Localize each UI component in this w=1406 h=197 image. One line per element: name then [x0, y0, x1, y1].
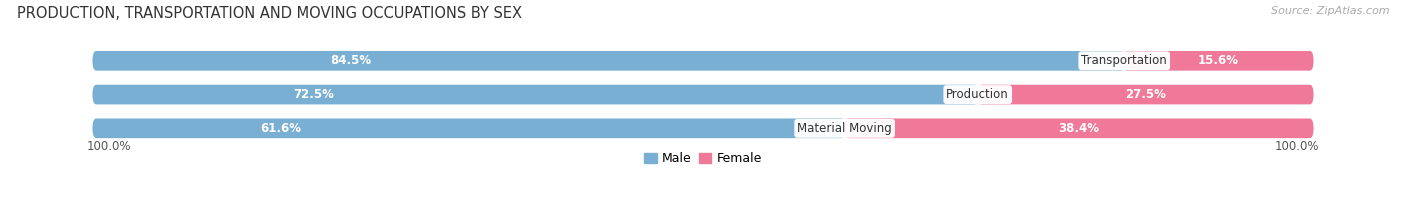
FancyBboxPatch shape	[93, 85, 1313, 104]
Text: 100.0%: 100.0%	[86, 140, 131, 153]
Text: 84.5%: 84.5%	[330, 54, 371, 67]
FancyBboxPatch shape	[845, 119, 1313, 138]
FancyBboxPatch shape	[93, 85, 977, 104]
FancyBboxPatch shape	[93, 51, 1313, 71]
Text: 100.0%: 100.0%	[1275, 140, 1320, 153]
FancyBboxPatch shape	[93, 119, 845, 138]
Text: PRODUCTION, TRANSPORTATION AND MOVING OCCUPATIONS BY SEX: PRODUCTION, TRANSPORTATION AND MOVING OC…	[17, 6, 522, 21]
FancyBboxPatch shape	[93, 51, 1125, 71]
Text: 72.5%: 72.5%	[294, 88, 335, 101]
Text: 61.6%: 61.6%	[260, 122, 301, 135]
FancyBboxPatch shape	[93, 119, 1313, 138]
Text: Transportation: Transportation	[1081, 54, 1167, 67]
Text: 15.6%: 15.6%	[1198, 54, 1239, 67]
Text: Material Moving: Material Moving	[797, 122, 891, 135]
Legend: Male, Female: Male, Female	[644, 152, 762, 165]
Text: Source: ZipAtlas.com: Source: ZipAtlas.com	[1271, 6, 1389, 16]
FancyBboxPatch shape	[1123, 51, 1313, 71]
Text: 38.4%: 38.4%	[1059, 122, 1099, 135]
Text: Production: Production	[946, 88, 1010, 101]
FancyBboxPatch shape	[977, 85, 1313, 104]
Text: 27.5%: 27.5%	[1125, 88, 1166, 101]
